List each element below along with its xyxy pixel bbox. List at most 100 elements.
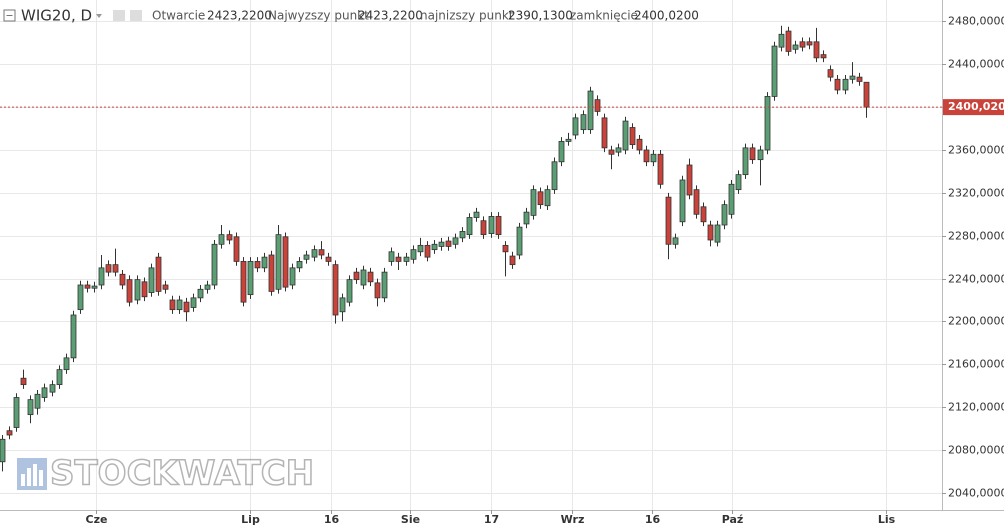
x-tick-label: Cze [86, 513, 108, 526]
candle-body [332, 264, 339, 316]
candle-body [197, 288, 204, 299]
candle-body [98, 267, 105, 286]
candle-body [325, 256, 332, 262]
candle-body [424, 244, 431, 258]
candle-body [558, 141, 565, 163]
candle-body [580, 114, 587, 131]
candle-body [56, 369, 63, 386]
candle-body [105, 264, 112, 273]
candle-body [289, 267, 296, 286]
candle-body [594, 99, 601, 112]
y-tick-label: 2160,0000 [948, 358, 1004, 371]
candle-body [693, 189, 700, 215]
candle-body [636, 138, 643, 151]
candle-body [827, 69, 834, 78]
candle-body [247, 261, 254, 296]
candle-body [27, 399, 34, 416]
candle-body [488, 216, 495, 234]
candle-body [749, 147, 756, 161]
candle-body [70, 314, 77, 359]
candle-body [714, 224, 721, 243]
candle-body [757, 149, 764, 161]
candle-body [643, 149, 650, 163]
candle-body [622, 120, 629, 151]
candle-body [516, 226, 523, 256]
candle-body [268, 254, 275, 292]
legend-value: 2423,2200 [207, 9, 272, 23]
candle-body [523, 211, 530, 225]
y-tick-label: 2360,0000 [948, 144, 1004, 157]
candle-body [119, 273, 126, 286]
candle-body [466, 217, 473, 236]
candle-body [480, 220, 487, 236]
candle-body [473, 211, 480, 218]
candle-body [672, 237, 679, 245]
candle-body [240, 261, 247, 303]
candle-body [183, 301, 190, 313]
candle-body [41, 387, 48, 398]
candle-body [91, 285, 98, 289]
candle-body [346, 279, 353, 303]
candle-body [572, 117, 579, 136]
last-price-box [943, 99, 1004, 116]
candle-body [148, 267, 155, 293]
candle-body [721, 204, 728, 226]
candle-body [381, 271, 388, 299]
candle-body [764, 96, 771, 151]
candle-body [261, 256, 268, 269]
candle-body [431, 243, 438, 251]
legend-value: 2400,0200 [634, 9, 699, 23]
legend-value: 2423,2200 [358, 9, 423, 23]
last-price-label: 2400,0200 [948, 100, 1004, 113]
candle-body [233, 236, 240, 262]
candle-body [728, 183, 735, 215]
candle-body [742, 147, 749, 176]
legend-label: najnizszy punkt [420, 9, 514, 23]
y-tick-label: 2480,0000 [948, 15, 1004, 28]
candle-body [226, 234, 233, 241]
settings-icon[interactable] [130, 10, 142, 21]
candle-body [459, 231, 466, 239]
candle-body [20, 377, 27, 386]
candle-body [34, 393, 41, 409]
candle-body [587, 90, 594, 131]
candle-body [834, 78, 841, 91]
candle-body [403, 256, 410, 262]
y-tick-label: 2440,0000 [948, 58, 1004, 71]
candle-body [254, 261, 261, 269]
candle-body [700, 206, 707, 223]
candle-body [778, 33, 785, 48]
watermark-icon-bar [27, 468, 31, 486]
candle-body [537, 191, 544, 206]
candle-body [63, 357, 70, 371]
candle-body [502, 244, 509, 253]
candle-body [615, 147, 622, 153]
candle-body [410, 249, 417, 260]
candle-body [544, 189, 551, 207]
legend-label: Najwyzszy punkt [268, 9, 369, 23]
y-tick-label: 2120,0000 [948, 401, 1004, 414]
candle-body [374, 282, 381, 299]
candle-body [452, 237, 459, 245]
candle-body [785, 30, 792, 52]
candle-body [275, 234, 282, 290]
candle-body [211, 243, 218, 286]
candle-body [190, 297, 197, 308]
candle-body [771, 45, 778, 97]
candle-body [849, 75, 856, 80]
x-tick-label: Lip [241, 513, 260, 526]
candle-body [842, 78, 849, 91]
candle-body [77, 284, 84, 311]
candle-body [339, 297, 346, 313]
watermark-text: STOCKWATCH [50, 454, 314, 494]
interval-dropdown[interactable] [96, 14, 102, 18]
watermark-icon-bar [33, 464, 37, 486]
candle-body [608, 149, 615, 155]
candle-body [792, 44, 799, 50]
eye-icon[interactable] [113, 10, 125, 21]
candle-body [0, 438, 6, 463]
candle-body [417, 244, 424, 253]
candle-body [112, 264, 119, 273]
candle-body [169, 299, 176, 311]
